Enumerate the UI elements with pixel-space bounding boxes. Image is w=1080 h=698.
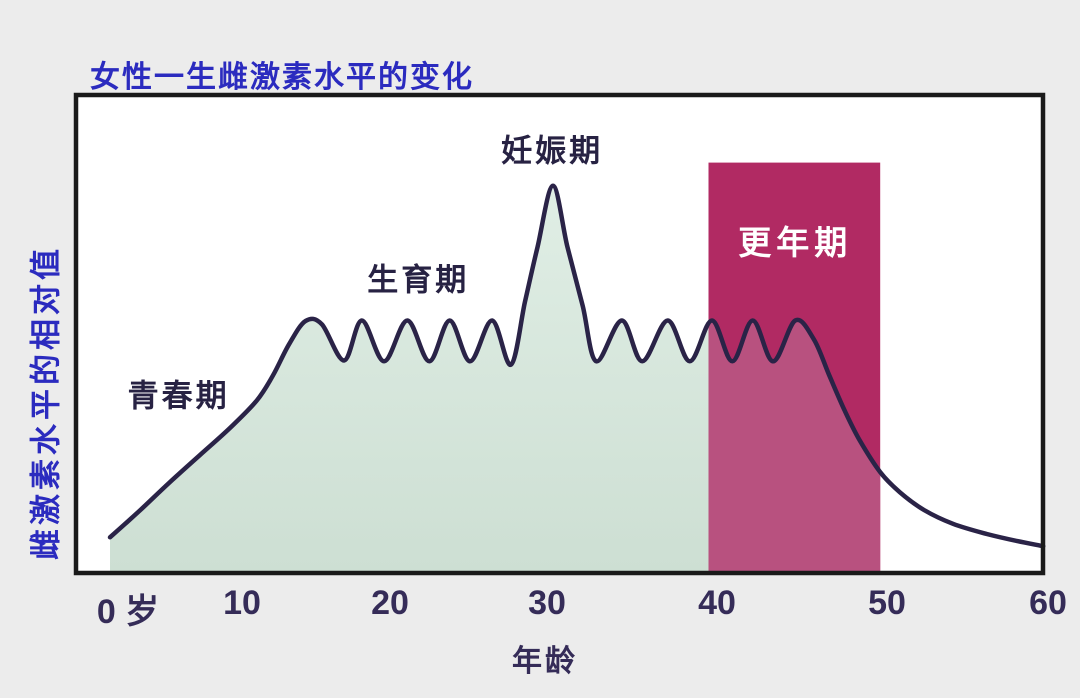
x-tick-label-50: 50 <box>868 584 906 622</box>
x-tick-label-0: 0 岁 <box>96 593 160 631</box>
annotation-reproductive: 生育期 <box>367 262 470 298</box>
plot-border <box>73 92 1046 576</box>
x-tick-label-40: 40 <box>698 584 736 622</box>
annotation-pregnancy: 妊娠期 <box>501 133 604 169</box>
x-tick-label-60: 60 <box>1029 584 1067 622</box>
estrogen-area-fill-in-band <box>708 319 881 571</box>
estrogen-area-fill <box>110 185 709 571</box>
x-axis-label: 年龄 <box>512 645 578 678</box>
x-tick-label-30: 30 <box>528 584 566 622</box>
x-tick-label-20: 20 <box>371 584 409 622</box>
estrogen-curve <box>107 183 1046 549</box>
annotation-puberty: 青春期 <box>127 378 230 414</box>
x-tick-label-10: 10 <box>223 584 261 622</box>
chart-title: 女性一生雌激素水平的变化 <box>90 61 474 94</box>
annotation-menopause: 更年期 <box>738 224 853 262</box>
